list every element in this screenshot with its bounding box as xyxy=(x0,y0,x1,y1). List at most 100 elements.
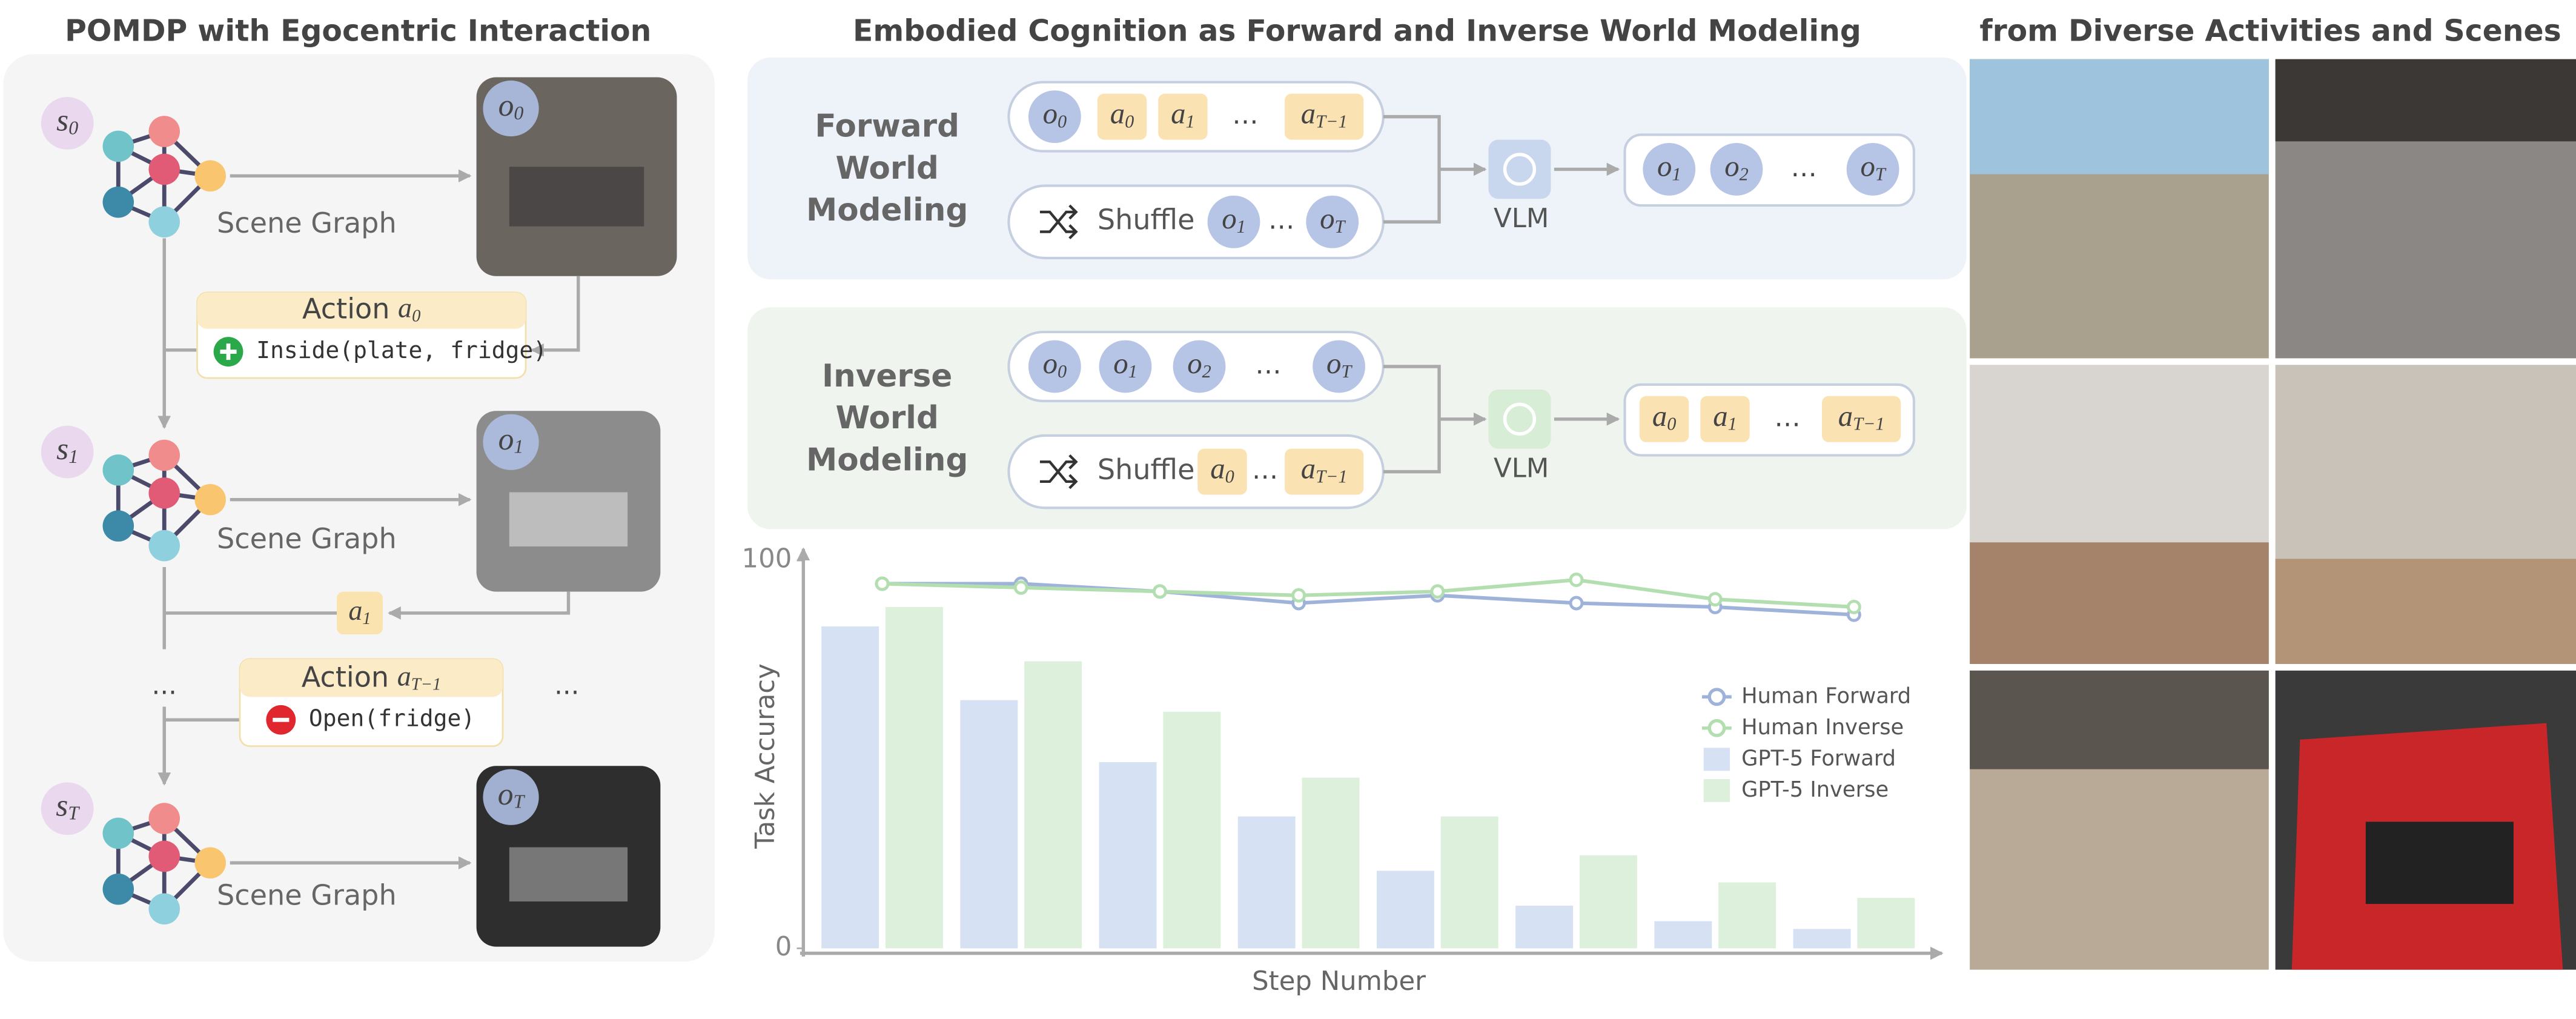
math-base: o xyxy=(1043,347,1058,380)
predicate: Open(fridge) xyxy=(309,705,475,732)
math-sub: 1 xyxy=(1728,414,1737,434)
math-sub: T−1 xyxy=(1853,414,1884,434)
ellipsis: … xyxy=(1774,402,1800,433)
graph-node xyxy=(148,477,180,509)
math-sub: 0 xyxy=(412,307,420,325)
math: oT xyxy=(1860,150,1886,185)
point xyxy=(1707,592,1723,607)
observation-image-detail xyxy=(509,847,628,902)
obs-token xyxy=(1306,195,1359,248)
graph-node xyxy=(194,483,226,516)
legend-marker xyxy=(1707,688,1726,706)
math: aT−1 xyxy=(1301,452,1348,487)
bar xyxy=(1718,882,1776,949)
legend-label: Human Forward xyxy=(1741,683,1911,708)
math-base: o xyxy=(1724,150,1739,183)
math-base: a xyxy=(1210,452,1225,485)
graph-node xyxy=(148,840,180,872)
math-base: a xyxy=(1713,399,1727,433)
math-base: o xyxy=(1043,97,1058,130)
action-header xyxy=(197,292,526,329)
point xyxy=(875,576,890,591)
observation-image-detail xyxy=(509,167,644,227)
bar xyxy=(1579,855,1637,949)
math-base: a xyxy=(1838,399,1853,433)
math: s0 xyxy=(56,103,78,138)
math: sT xyxy=(56,789,80,824)
math: a1 xyxy=(348,594,371,628)
math-sub: T xyxy=(514,791,526,812)
legend-swatch xyxy=(1703,748,1730,771)
math-sub: T−1 xyxy=(411,675,441,694)
bar xyxy=(885,606,943,949)
math-base: o xyxy=(498,422,514,457)
graph-node xyxy=(148,803,180,834)
math: oT xyxy=(1326,347,1353,382)
point xyxy=(1013,580,1028,595)
graph-node xyxy=(194,160,226,192)
point xyxy=(1430,584,1445,599)
graph-node xyxy=(148,893,180,925)
math-sub: 1 xyxy=(1672,164,1681,184)
legend-label: GPT-5 Forward xyxy=(1741,746,1896,771)
math-base: o xyxy=(1222,202,1236,235)
math: o1 xyxy=(1657,150,1681,185)
action-token xyxy=(1700,396,1750,442)
bar xyxy=(1793,929,1851,949)
math-sub: 0 xyxy=(1125,111,1134,131)
math-base: o xyxy=(1326,347,1341,380)
x-axis-label: Step Number xyxy=(1252,966,1426,997)
math: s1 xyxy=(56,432,78,467)
bar xyxy=(1515,905,1574,949)
point xyxy=(1291,588,1306,603)
vlm-icon-mark xyxy=(1503,153,1537,186)
math-base: o xyxy=(1860,150,1875,183)
graph-node xyxy=(102,510,134,542)
bar xyxy=(1302,777,1360,949)
math-prefix: Action xyxy=(302,660,389,693)
action-token xyxy=(1639,396,1689,442)
math-sub: T xyxy=(1341,361,1353,382)
scene-graph-label: Scene Graph xyxy=(217,207,397,239)
model-label: VLM xyxy=(1494,204,1549,234)
math-base: o xyxy=(1320,202,1334,235)
math: o1 xyxy=(1222,202,1246,237)
obs-token xyxy=(1710,143,1763,196)
math-sub: 0 xyxy=(68,118,78,139)
block-label: Modeling xyxy=(806,192,968,228)
math-base: s xyxy=(56,103,68,138)
math-sub: T−1 xyxy=(1316,111,1347,131)
arrow xyxy=(388,591,571,620)
math-base: o xyxy=(498,777,514,812)
legend-label: GPT-5 Inverse xyxy=(1741,777,1889,802)
math: o0 xyxy=(1043,97,1067,132)
math-base: a xyxy=(1171,97,1185,130)
math-base: a xyxy=(1110,97,1125,130)
math-base: o xyxy=(498,88,514,123)
math: a1 xyxy=(1171,97,1195,132)
legend-marker xyxy=(1707,719,1726,737)
obs-token xyxy=(1173,340,1226,393)
action-token xyxy=(1285,93,1364,140)
math-base: o xyxy=(1657,150,1672,183)
math-base: o xyxy=(1113,347,1128,380)
point xyxy=(1153,584,1167,599)
math-sub: 1 xyxy=(1237,216,1246,237)
math-base: o xyxy=(1187,347,1202,380)
obs-token xyxy=(1846,143,1899,196)
bar xyxy=(1654,921,1712,949)
math: a0 xyxy=(1110,97,1134,132)
graph-node xyxy=(148,439,180,471)
graph-node xyxy=(102,130,134,162)
vlm-icon xyxy=(1488,389,1551,449)
predicate: Inside(plate, fridge) xyxy=(256,337,547,363)
shuffle-icon xyxy=(1039,204,1078,239)
ellipsis: ... xyxy=(554,670,579,700)
block-label: Forward xyxy=(815,108,959,145)
point xyxy=(1846,599,1861,614)
obs-token xyxy=(1028,90,1081,144)
math-sub: 0 xyxy=(1667,414,1676,434)
math-base: a xyxy=(398,292,412,323)
math: oT xyxy=(1320,202,1346,237)
